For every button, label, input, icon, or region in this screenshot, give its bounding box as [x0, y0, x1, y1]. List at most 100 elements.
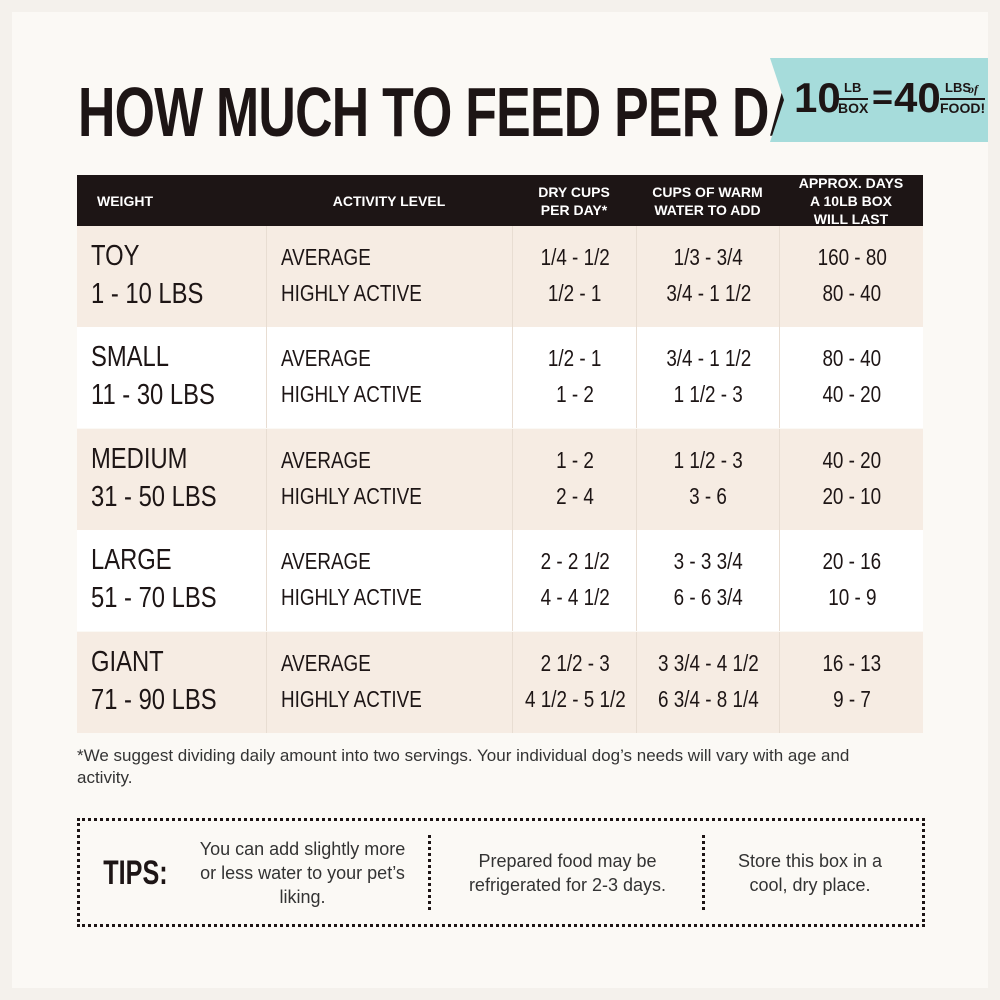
badge-unit: BOX [838, 98, 869, 116]
water-cell-line: 1/3 - 3/4 [637, 244, 780, 271]
weight-cell-line: 71 - 90 LBS [91, 684, 266, 717]
days-cell-text: 16 - 13 [822, 649, 882, 676]
column-header: CUPS OF WARM WATER TO ADD [652, 183, 763, 218]
activity-cell-line: HIGHLY ACTIVE [281, 686, 513, 713]
dry-cups-cell-line: 4 1/2 - 5 1/2 [513, 686, 637, 713]
tip: Prepared food may be refrigerated for 2-… [468, 850, 667, 895]
water-cell-text: 3/4 - 1 1/2 [666, 345, 751, 372]
dry-cups-cell-line: 4 - 4 1/2 [513, 584, 637, 611]
tip: Store this box in a cool, dry place. [737, 850, 883, 895]
column-header: DRY CUPS PER DAY* [538, 183, 610, 218]
water-cell-text: 3 - 3 3/4 [673, 548, 744, 575]
badge-shape [770, 58, 988, 142]
weight-cell-line: 1 - 10 LBS [91, 278, 266, 311]
activity-cell-line: AVERAGE [281, 447, 513, 474]
weight-cell-text: 71 - 90 LBS [91, 683, 217, 716]
days-cell: 16 - 13 9 - 7 [779, 631, 924, 733]
table-row: LARGE 51 - 70 LBS AVERAGE HIGHLY ACTIVE 2 - … [77, 530, 924, 632]
activity-cell-line: AVERAGE [281, 650, 513, 677]
days-cell: 160 - 80 80 - 40 [779, 226, 924, 327]
divider [702, 835, 705, 910]
badge-unit: LBS [945, 80, 971, 95]
badge-unit: LB [844, 80, 862, 95]
table-header: WEIGHT ACTIVITY LEVEL DRY CUPS PER DAY* CUP… [77, 174, 923, 227]
weight-cell-line: 51 - 70 LBS [91, 582, 266, 615]
days-cell-text: 9 - 7 [833, 685, 871, 712]
days-cell-text: 10 - 9 [827, 584, 877, 611]
badge: 10 LB BOX = 40 LBS of FOOD! [770, 58, 988, 142]
footnote: *We suggest dividing daily amount into t… [77, 746, 850, 787]
days-cell: 40 - 20 20 - 10 [779, 428, 924, 530]
dry-cups-cell: 1/2 - 1 1 - 2 [512, 327, 637, 429]
dry-cups-cell-text: 1/4 - 1/2 [540, 244, 610, 270]
column-header: APPROX. DAYS A 10LB BOX WILL LAST [798, 174, 904, 227]
water-cell-line: 3 - 6 [637, 483, 780, 510]
water-cell-text: 3 - 6 [689, 482, 728, 509]
dry-cups-cell-line: 1/4 - 1/2 [513, 244, 637, 271]
title-text: HOW MUCH TO FEED PER DAY [78, 73, 835, 151]
water-cell-text: 6 3/4 - 8 1/4 [658, 685, 759, 712]
days-cell-line: 9 - 7 [780, 686, 924, 713]
dry-cups-cell-line: 1 - 2 [513, 381, 637, 408]
days-cell-line: 40 - 20 [780, 447, 924, 474]
activity-cell: AVERAGE HIGHLY ACTIVE [266, 530, 513, 632]
activity-cell-text: HIGHLY ACTIVE [281, 280, 422, 306]
dry-cups-cell-line: 1/2 - 1 [513, 280, 637, 307]
weight-cell-text: MEDIUM [91, 442, 188, 475]
days-cell: 20 - 16 10 - 9 [779, 530, 924, 632]
weight-cell: LARGE 51 - 70 LBS [77, 530, 266, 631]
divider [428, 835, 431, 910]
activity-cell: AVERAGE HIGHLY ACTIVE [266, 631, 513, 733]
days-cell-text: 160 - 80 [817, 244, 887, 270]
dry-cups-cell: 1/4 - 1/2 1/2 - 1 [512, 226, 637, 327]
water-cell-line: 3 3/4 - 4 1/2 [637, 650, 780, 677]
activity-cell-text: AVERAGE [281, 345, 371, 372]
weight-cell-line: LARGE [91, 544, 266, 577]
water-cell-text: 3 3/4 - 4 1/2 [658, 649, 759, 676]
table-row: TOY 1 - 10 LBS AVERAGE HIGHLY ACTIVE 1/4 - 1… [77, 226, 923, 327]
weight-cell-text: TOY [91, 240, 140, 272]
water-cell-text: 1 1/2 - 3 [673, 446, 744, 473]
weight-cell-text: GIANT [91, 645, 164, 678]
water-cell-line: 1 1/2 - 3 [637, 381, 780, 408]
table-row: SMALL 11 - 30 LBS AVERAGE HIGHLY ACTIVE 1/2 … [77, 327, 924, 429]
weight-cell-line: MEDIUM [91, 443, 266, 476]
weight-cell: SMALL 11 - 30 LBS [77, 327, 266, 428]
weight-cell-text: 51 - 70 LBS [91, 582, 217, 615]
weight-cell-line: SMALL [91, 341, 266, 374]
activity-cell: AVERAGE HIGHLY ACTIVE [266, 226, 513, 327]
badge-number: 10 [794, 74, 841, 121]
water-cell: 1/3 - 3/4 3/4 - 1 1/2 [636, 226, 780, 327]
activity-cell-line: HIGHLY ACTIVE [281, 381, 513, 408]
days-cell-line: 80 - 40 [780, 345, 924, 372]
activity-cell: AVERAGE HIGHLY ACTIVE [266, 428, 513, 530]
activity-cell-line: AVERAGE [281, 548, 513, 575]
table-row: MEDIUM 31 - 50 LBS AVERAGE HIGHLY ACTIVE 1 -… [77, 428, 924, 530]
water-cell-line: 1 1/2 - 3 [637, 447, 780, 474]
activity-cell-text: HIGHLY ACTIVE [281, 482, 422, 509]
weight-cell-line: TOY [91, 240, 266, 273]
activity-cell-line: HIGHLY ACTIVE [281, 584, 513, 611]
days-cell-text: 80 - 40 [822, 280, 882, 306]
days-cell-text: 20 - 16 [822, 548, 882, 575]
dry-cups-cell-text: 1 - 2 [556, 446, 594, 473]
water-cell-line: 3/4 - 1 1/2 [637, 280, 780, 307]
activity-cell-text: AVERAGE [281, 548, 371, 575]
badge-unit: FOOD! [940, 98, 986, 116]
days-cell-text: 80 - 40 [822, 345, 882, 372]
weight-cell-text: 11 - 30 LBS [91, 379, 215, 412]
weight-cell-line: 31 - 50 LBS [91, 481, 266, 514]
days-cell-text: 40 - 20 [822, 381, 882, 408]
activity-cell-text: AVERAGE [281, 446, 371, 473]
water-cell-text: 1/3 - 3/4 [673, 244, 744, 270]
dry-cups-cell-text: 4 - 4 1/2 [540, 584, 610, 611]
weight-cell-line: 11 - 30 LBS [91, 379, 266, 412]
dry-cups-cell-text: 1/2 - 1 [548, 345, 602, 372]
water-cell-line: 6 3/4 - 8 1/4 [637, 686, 780, 713]
dry-cups-cell-text: 4 1/2 - 5 1/2 [524, 685, 626, 712]
days-cell-line: 10 - 9 [780, 584, 924, 611]
weight-cell-text: 1 - 10 LBS [91, 278, 204, 310]
activity-cell-text: HIGHLY ACTIVE [281, 381, 422, 408]
tip: You can add slightly more or less water … [199, 838, 406, 907]
dry-cups-cell-text: 1 - 2 [556, 381, 594, 408]
